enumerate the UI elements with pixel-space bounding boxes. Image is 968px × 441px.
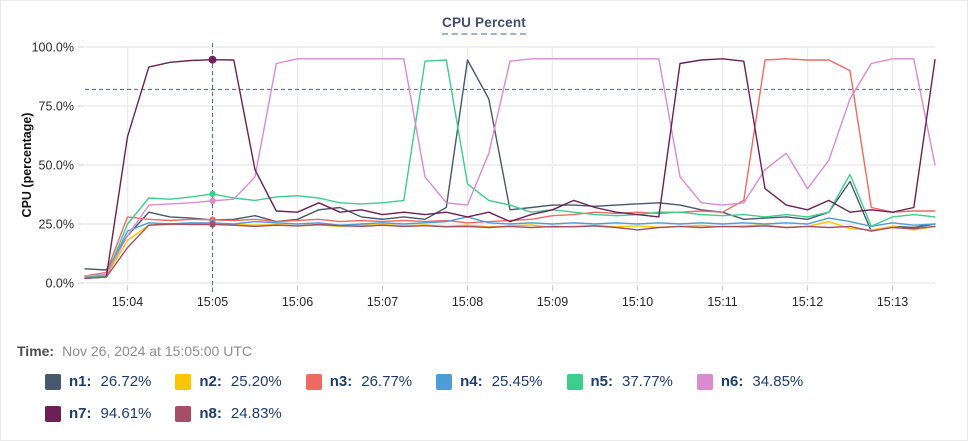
x-tick-label: 15:05 [197, 295, 228, 309]
legend-swatch-n2 [175, 373, 192, 390]
series-line-n3[interactable] [84, 58, 936, 277]
legend-item-n3[interactable]: n3: 26.77% [305, 373, 413, 390]
legend-item-n5[interactable]: n5: 37.77% [566, 373, 673, 390]
legend-value: 34.85% [752, 373, 804, 390]
y-tick-label: 25.0% [39, 218, 74, 232]
series-line-n7[interactable] [84, 58, 936, 280]
legend-item-n4[interactable]: n4: 25.45% [436, 373, 543, 390]
legend-name: n3: [329, 373, 353, 390]
legend-swatch-n6 [696, 373, 713, 390]
y-tick-label: 0.0% [46, 277, 75, 291]
legend-name: n6: [720, 373, 744, 390]
crosshair-dot-n7 [208, 55, 217, 64]
legend-value: 94.61% [100, 405, 152, 422]
y-tick-label: 100.0% [32, 41, 74, 55]
cpu-line-chart[interactable]: 0.0% 25.0% 50.0% 75.0% 100.0% 15:04 15:05 15:06… [1, 40, 967, 312]
legend-name: n5: [590, 373, 614, 390]
crosshair-time-row: Time: Nov 26, 2024 at 15:05:00 UTC [17, 343, 967, 359]
legend-value: 26.77% [361, 373, 413, 390]
crosshair-dot-n8 [209, 221, 216, 228]
legend-swatch-n3 [305, 373, 322, 390]
x-tick-label: 15:04 [112, 295, 143, 309]
legend-name: n2: [199, 373, 222, 390]
legend-item-n8[interactable]: n8: 24.83% [175, 405, 282, 422]
legend-item-n6[interactable]: n6: 34.85% [696, 373, 804, 390]
series-line-n4[interactable] [84, 216, 936, 277]
legend-swatch-n8 [175, 405, 192, 422]
x-tick-label: 15:13 [877, 295, 908, 309]
time-value: Nov 26, 2024 at 15:05:00 UTC [62, 343, 252, 359]
x-tick-label: 15:11 [707, 295, 737, 309]
chart-legend: n1: 26.72% n2: 25.20% n3: 26.77% n4: 25.45% n5: 3… [45, 373, 895, 422]
x-tick-label: 15:12 [792, 295, 823, 309]
legend-value: 37.77% [622, 373, 673, 390]
title-row: CPU Percent [1, 1, 967, 38]
y-tick-label: 50.0% [39, 159, 74, 173]
series-line-n1[interactable] [84, 59, 936, 271]
legend-name: n1: [69, 373, 92, 390]
y-tick-label: 75.0% [39, 100, 74, 114]
legend-swatch-n4 [436, 373, 453, 390]
x-tick-label: 15:08 [452, 295, 483, 309]
legend-item-n7[interactable]: n7: 94.61% [45, 405, 151, 422]
legend-swatch-n5 [566, 373, 583, 390]
chart-title[interactable]: CPU Percent [442, 15, 526, 35]
legend-name: n7: [69, 405, 92, 422]
time-label: Time: [17, 343, 55, 359]
x-tick-label: 15:10 [622, 295, 653, 309]
y-axis-title: CPU (percentage) [20, 113, 34, 218]
legend-value: 26.72% [100, 373, 152, 390]
crosshair-dot-n5 [209, 190, 216, 198]
x-tick-label: 15:07 [367, 295, 398, 309]
legend-value: 25.45% [491, 373, 543, 390]
legend-item-n1[interactable]: n1: 26.72% [45, 373, 151, 390]
x-tick-label: 15:06 [282, 295, 313, 309]
legend-swatch-n7 [45, 405, 61, 422]
legend-item-n2[interactable]: n2: 25.20% [175, 373, 282, 390]
crosshair-dot-n6 [209, 197, 216, 204]
legend-value: 25.20% [230, 373, 282, 390]
x-tick-label: 15:09 [537, 295, 568, 309]
series-line-n8[interactable] [84, 223, 936, 280]
series-line-n5[interactable] [84, 59, 936, 278]
series-line-n6[interactable] [84, 58, 936, 277]
chart-area: 0.0% 25.0% 50.0% 75.0% 100.0% 15:04 15:05 15:06… [1, 40, 967, 317]
legend-name: n8: [199, 405, 222, 422]
legend-name: n4: [460, 373, 483, 390]
legend-value: 24.83% [230, 405, 282, 422]
legend-swatch-n1 [45, 373, 61, 390]
